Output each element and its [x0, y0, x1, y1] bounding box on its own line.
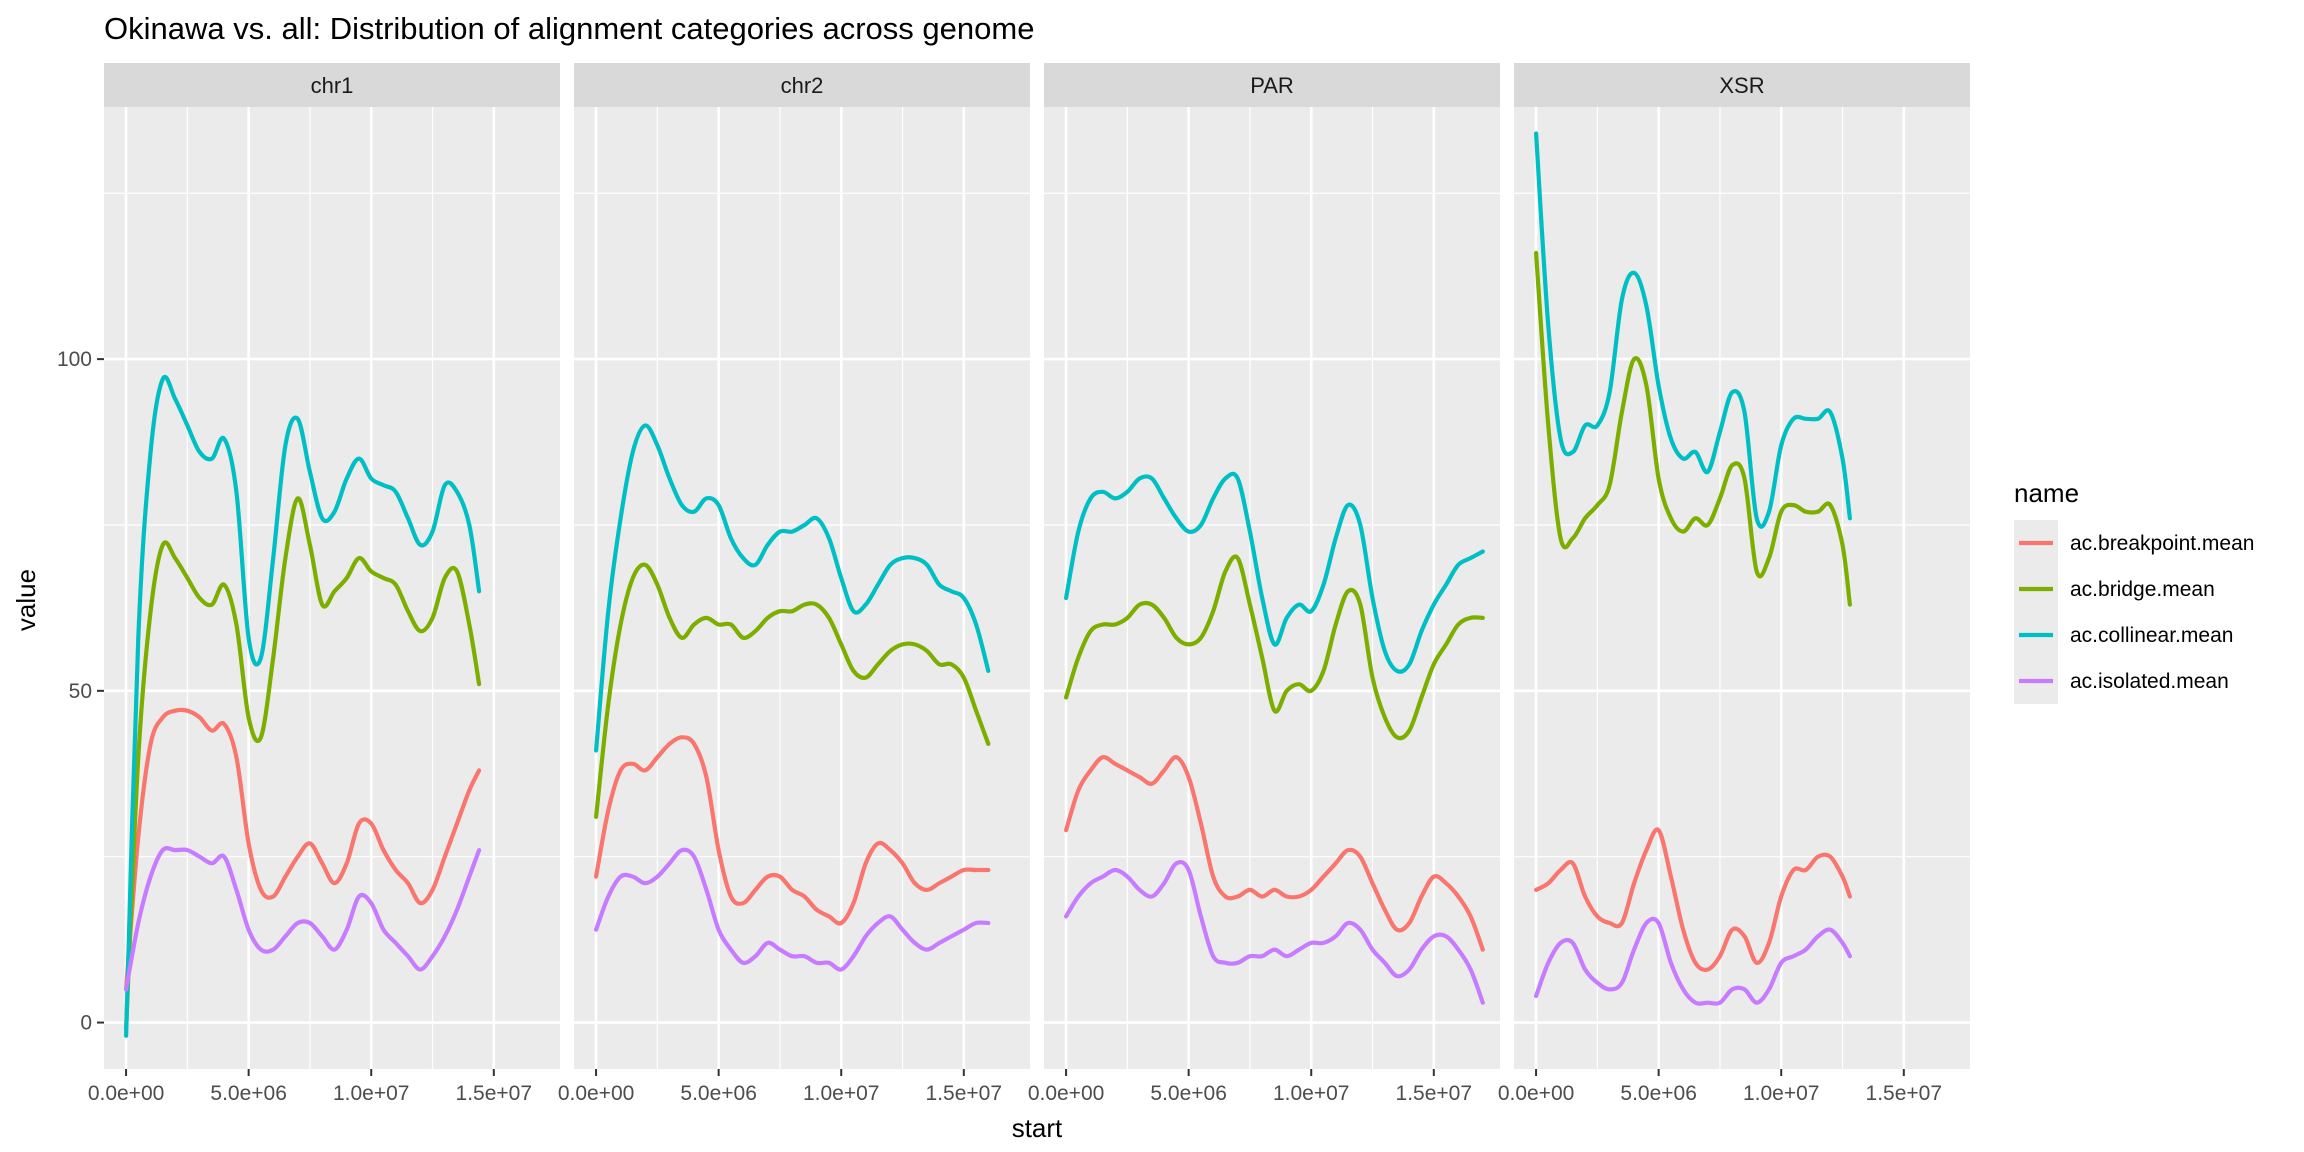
series-line-ac.isolated.mean: [1534, 916, 1852, 1006]
x-tick-label: 0.0e+00: [88, 1082, 165, 1105]
series-line-ac.bridge.mean: [124, 496, 482, 1032]
facet-strip: [574, 63, 1030, 107]
series-line-ac.isolated.mean: [594, 847, 991, 972]
series-line-ac.collinear.mean: [594, 423, 991, 753]
legend-item-label: ac.isolated.mean: [2070, 670, 2229, 693]
x-tick-label: 1.0e+07: [333, 1082, 410, 1105]
x-tick-label: 1.5e+07: [456, 1082, 533, 1105]
x-tick-label: 1.0e+07: [803, 1082, 880, 1105]
y-tick-label: 0: [80, 1012, 92, 1035]
facet-strip-label: XSR: [1719, 73, 1764, 98]
facet-panel-chr1: chr1 0.0e+00 5.0e+06 1.0e+07 1.5e+07 0 50 100: [57, 63, 560, 1105]
series-line-ac.collinear.mean: [1534, 131, 1852, 529]
y-tick-label: 50: [69, 680, 92, 703]
series-line-ac.breakpoint.mean: [1064, 754, 1485, 952]
panel-background: [1044, 107, 1500, 1069]
series-line-ac.bridge.mean: [1064, 554, 1485, 741]
series-line-ac.breakpoint.mean: [1534, 827, 1852, 972]
facet-strip-label: chr2: [781, 73, 824, 98]
x-tick-label: 1.5e+07: [926, 1082, 1003, 1105]
x-tick-label: 5.0e+06: [1150, 1082, 1227, 1105]
series-line-ac.collinear.mean: [124, 374, 482, 1038]
x-tick-label: 0.0e+00: [558, 1082, 635, 1105]
panel-background: [104, 107, 560, 1069]
legend: name ac.breakpoint.mean ac.bridge.mean ac.…: [2014, 478, 2254, 704]
legend-item-label: ac.breakpoint.mean: [2070, 532, 2254, 555]
x-tick-label: 0.0e+00: [1498, 1082, 1575, 1105]
x-tick-label: 1.0e+07: [1743, 1082, 1820, 1105]
facet-strip-label: PAR: [1250, 73, 1294, 98]
facet-strip: [1044, 63, 1500, 107]
chart-title: Okinawa vs. all: Distribution of alignme…: [104, 11, 1034, 46]
series-line-ac.isolated.mean: [124, 846, 482, 992]
facet-panel-XSR: XSR 0.0e+00 5.0e+06 1.0e+07 1.5e+07: [1498, 63, 1970, 1105]
panel-background: [574, 107, 1030, 1069]
legend-item-label: ac.bridge.mean: [2070, 578, 2215, 601]
series-line-ac.bridge.mean: [594, 562, 991, 819]
x-tick-label: 5.0e+06: [680, 1082, 757, 1105]
facet-panel-PAR: PAR 0.0e+00 5.0e+06 1.0e+07 1.5e+07: [1028, 63, 1500, 1105]
series-line-ac.bridge.mean: [1534, 250, 1852, 607]
legend-item-label: ac.collinear.mean: [2070, 624, 2233, 647]
facet-panel-chr2: chr2 0.0e+00 5.0e+06 1.0e+07 1.5e+07: [558, 63, 1030, 1105]
y-axis-label: value: [11, 569, 41, 631]
series-line-ac.collinear.mean: [1064, 471, 1485, 674]
x-tick-label: 0.0e+00: [1028, 1082, 1105, 1105]
x-tick-label: 1.0e+07: [1273, 1082, 1350, 1105]
series-line-ac.breakpoint.mean: [594, 735, 991, 926]
series-line-ac.isolated.mean: [1064, 860, 1485, 1005]
x-tick-label: 1.5e+07: [1396, 1082, 1473, 1105]
x-axis-label: start: [1012, 1113, 1063, 1143]
panel-background: [1514, 107, 1970, 1069]
legend-title: name: [2014, 478, 2079, 508]
facet-strip: [104, 63, 560, 107]
facet-strip-label: chr1: [311, 73, 354, 98]
facet-strip: [1514, 63, 1970, 107]
y-tick-label: 100: [57, 348, 92, 371]
x-tick-label: 1.5e+07: [1866, 1082, 1943, 1105]
x-tick-label: 5.0e+06: [210, 1082, 287, 1105]
series-line-ac.breakpoint.mean: [124, 707, 482, 992]
x-tick-label: 5.0e+06: [1620, 1082, 1697, 1105]
